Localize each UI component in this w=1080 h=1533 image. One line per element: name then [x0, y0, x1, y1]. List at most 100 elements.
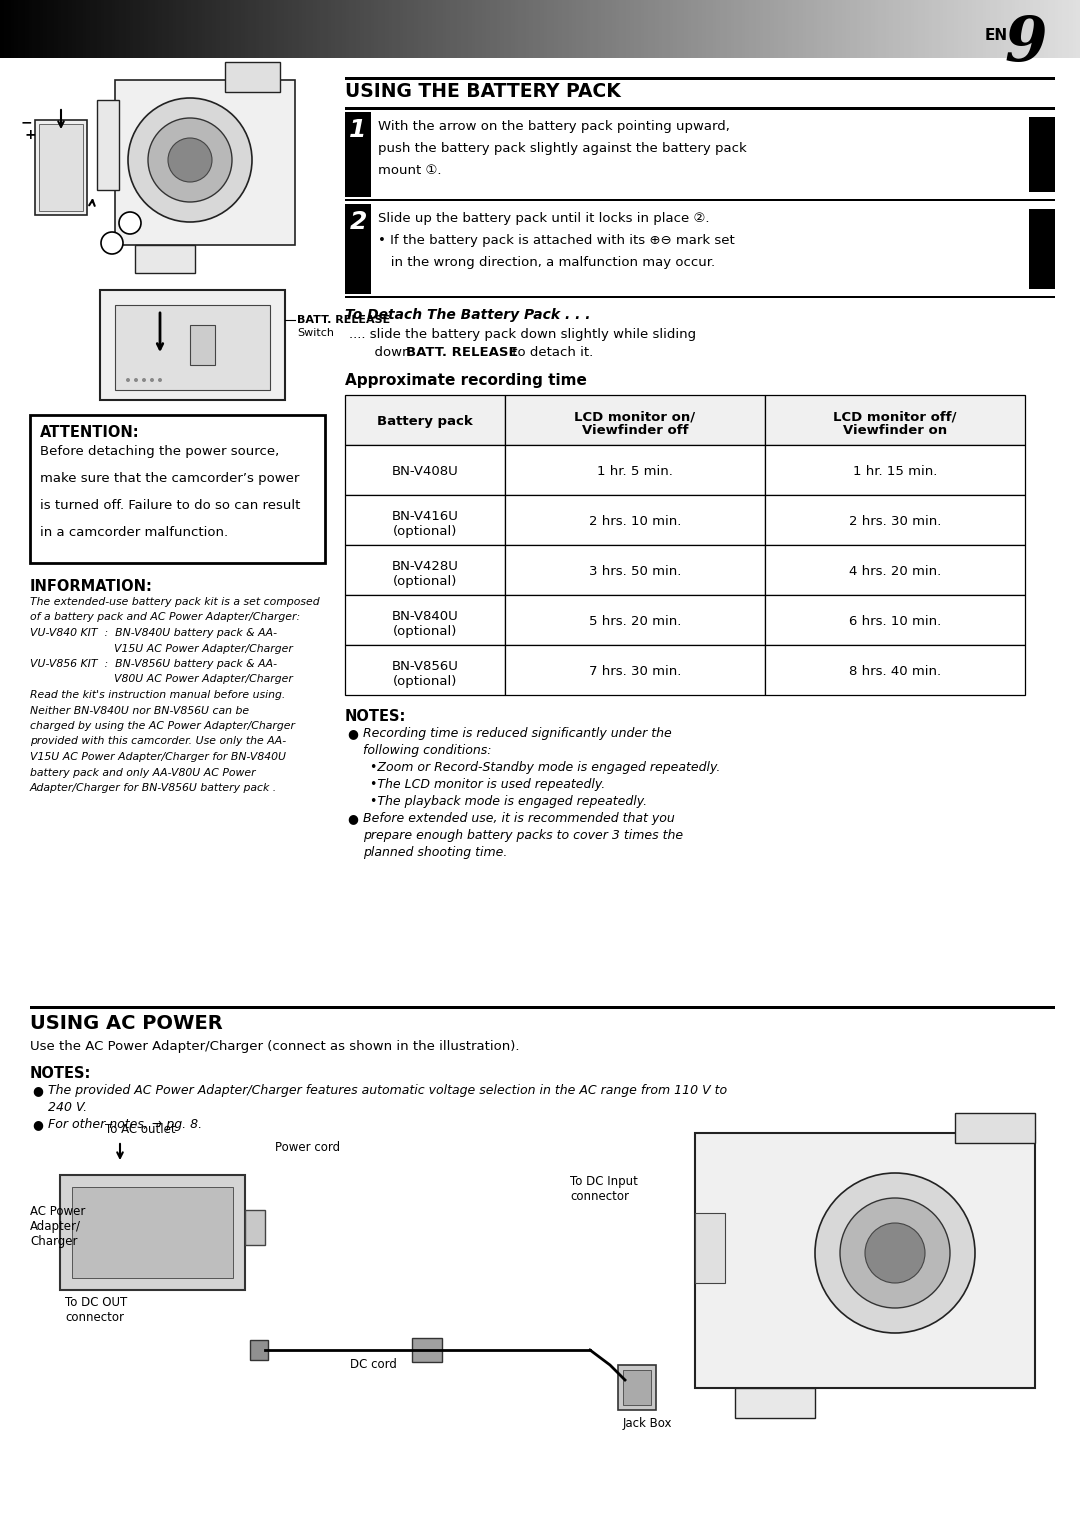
Text: (optional): (optional): [393, 675, 457, 688]
Text: is turned off. Failure to do so can result: is turned off. Failure to do so can resu…: [40, 500, 300, 512]
Bar: [1023, 0, 1027, 58]
Text: NOTES:: NOTES:: [345, 708, 406, 724]
Bar: [734, 0, 739, 58]
Text: .... slide the battery pack down slightly while sliding: .... slide the battery pack down slightl…: [349, 328, 697, 340]
Bar: [205, 0, 210, 58]
Text: EN: EN: [985, 29, 1008, 43]
Bar: [558, 0, 563, 58]
Bar: [1029, 208, 1055, 290]
Text: To Detach The Battery Pack . . .: To Detach The Battery Pack . . .: [345, 308, 591, 322]
Text: Before detaching the power source,: Before detaching the power source,: [40, 445, 280, 458]
Bar: [97, 0, 102, 58]
Bar: [288, 0, 293, 58]
Bar: [259, 0, 264, 58]
Bar: [640, 0, 646, 58]
Bar: [114, 80, 295, 245]
Bar: [526, 0, 530, 58]
Bar: [54, 0, 58, 58]
Text: USING THE BATTERY PACK: USING THE BATTERY PACK: [345, 81, 621, 101]
Bar: [1008, 0, 1013, 58]
Bar: [219, 0, 225, 58]
Bar: [14, 0, 19, 58]
Bar: [450, 0, 455, 58]
Text: 1 hr. 15 min.: 1 hr. 15 min.: [853, 464, 937, 478]
Bar: [972, 0, 976, 58]
Bar: [720, 0, 725, 58]
Bar: [43, 0, 48, 58]
Bar: [381, 0, 387, 58]
Text: make sure that the camcorder’s power: make sure that the camcorder’s power: [40, 472, 299, 484]
Text: Viewfinder off: Viewfinder off: [582, 425, 688, 437]
Bar: [1066, 0, 1070, 58]
Bar: [994, 0, 998, 58]
Bar: [562, 0, 566, 58]
Bar: [238, 0, 242, 58]
Bar: [1051, 0, 1056, 58]
Bar: [850, 0, 854, 58]
Bar: [245, 0, 249, 58]
Bar: [710, 0, 714, 58]
Bar: [767, 0, 771, 58]
Bar: [151, 0, 156, 58]
Bar: [738, 0, 743, 58]
Bar: [529, 0, 534, 58]
Text: (optional): (optional): [393, 524, 457, 538]
Bar: [666, 0, 671, 58]
Bar: [248, 0, 253, 58]
Bar: [111, 0, 117, 58]
Bar: [208, 0, 214, 58]
Text: 240 V.: 240 V.: [48, 1101, 87, 1114]
Bar: [0, 0, 4, 58]
Bar: [180, 0, 185, 58]
Circle shape: [840, 1197, 950, 1308]
Bar: [489, 0, 495, 58]
Bar: [626, 0, 631, 58]
Bar: [748, 0, 754, 58]
Text: 5 hrs. 20 min.: 5 hrs. 20 min.: [589, 615, 681, 629]
Bar: [537, 0, 541, 58]
Bar: [486, 0, 490, 58]
Bar: [1004, 0, 1009, 58]
Circle shape: [119, 212, 141, 235]
Circle shape: [148, 118, 232, 202]
Bar: [637, 0, 642, 58]
Circle shape: [168, 138, 212, 182]
Bar: [964, 0, 970, 58]
Text: to detach it.: to detach it.: [508, 346, 593, 359]
Bar: [262, 0, 268, 58]
Bar: [818, 0, 822, 58]
Circle shape: [865, 1223, 924, 1283]
Bar: [605, 0, 609, 58]
Bar: [846, 0, 851, 58]
Bar: [986, 0, 991, 58]
Bar: [72, 0, 77, 58]
Bar: [511, 0, 516, 58]
Bar: [807, 0, 811, 58]
Bar: [356, 0, 361, 58]
Bar: [591, 0, 595, 58]
Bar: [742, 0, 746, 58]
Text: ●: ●: [32, 1118, 43, 1131]
Bar: [273, 0, 279, 58]
Text: NOTES:: NOTES:: [30, 1065, 92, 1081]
Bar: [583, 0, 588, 58]
Text: 4 hrs. 20 min.: 4 hrs. 20 min.: [849, 566, 941, 578]
Bar: [299, 0, 303, 58]
Bar: [316, 0, 322, 58]
Bar: [839, 0, 843, 58]
Bar: [745, 0, 750, 58]
Bar: [926, 0, 930, 58]
Bar: [396, 0, 401, 58]
Bar: [173, 0, 177, 58]
Bar: [148, 0, 152, 58]
Bar: [478, 0, 484, 58]
Bar: [947, 0, 951, 58]
Bar: [958, 0, 962, 58]
Bar: [414, 0, 419, 58]
Text: The extended-use battery pack kit is a set composed: The extended-use battery pack kit is a s…: [30, 596, 320, 607]
Bar: [618, 1364, 656, 1410]
Bar: [835, 0, 840, 58]
Bar: [724, 0, 728, 58]
Text: 2 hrs. 30 min.: 2 hrs. 30 min.: [849, 515, 941, 527]
Bar: [1015, 0, 1020, 58]
